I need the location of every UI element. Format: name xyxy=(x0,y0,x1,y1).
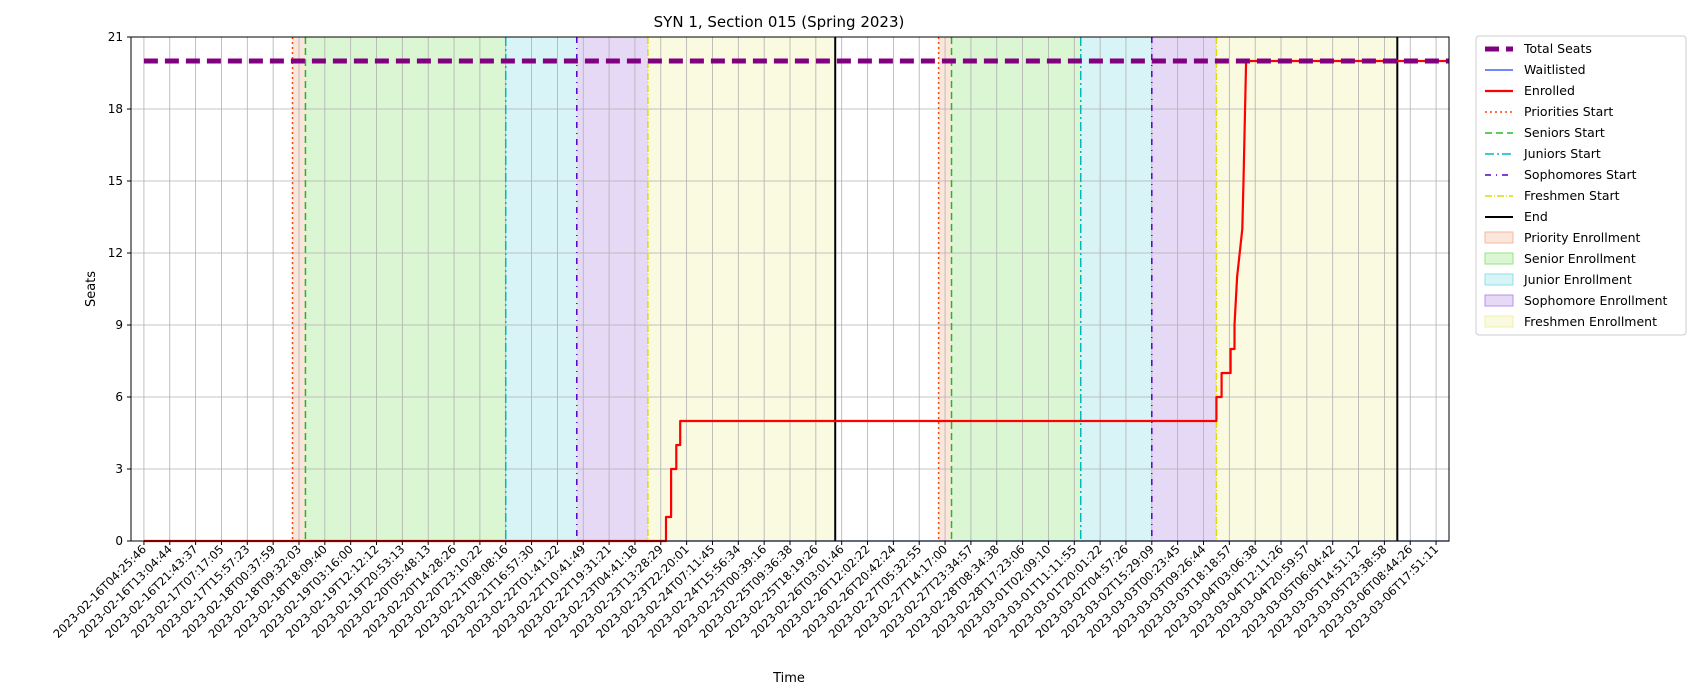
legend-label-sophomores-start: Sophomores Start xyxy=(1524,167,1637,182)
legend-label-junior-enrollment: Junior Enrollment xyxy=(1523,272,1632,287)
x-axis-label: Time xyxy=(772,671,805,686)
y-tick-label-2: 6 xyxy=(115,390,123,404)
legend-label-seniors-start: Seniors Start xyxy=(1524,125,1605,140)
grid-lines xyxy=(131,36,1449,542)
legend-label-freshmen-enrollment: Freshmen Enrollment xyxy=(1524,314,1657,329)
legend-swatch-freshmen-enrollment xyxy=(1484,315,1514,328)
legend-label-end: End xyxy=(1524,209,1548,224)
series-enrolled xyxy=(143,59,1449,543)
legend-label-enrolled: Enrolled xyxy=(1524,83,1575,98)
period-bands xyxy=(292,37,1398,541)
y-axis-label: Seats xyxy=(84,271,99,307)
phase-lines xyxy=(291,37,1399,541)
legend-label-priorities-start: Priorities Start xyxy=(1524,104,1613,119)
y-axis-ticks: 0 3 6 9 12 15 18 21 xyxy=(108,30,131,548)
legend-swatch-priority-enrollment xyxy=(1484,231,1514,244)
y-tick-label-0: 0 xyxy=(115,534,123,548)
y-tick-label-3: 9 xyxy=(115,318,123,332)
legend-box xyxy=(1475,35,1687,336)
band-1-0 xyxy=(305,37,506,541)
band-3-0 xyxy=(576,37,648,541)
legend-label-sophomore-enrollment: Sophomore Enrollment xyxy=(1524,293,1668,308)
band-1-1 xyxy=(951,37,1081,541)
y-tick-label-6: 18 xyxy=(108,102,123,116)
band-2-1 xyxy=(1080,37,1152,541)
chart-title: SYN 1, Section 015 (Spring 2023) xyxy=(654,13,905,31)
legend-label-priority-enrollment: Priority Enrollment xyxy=(1524,230,1641,245)
legend-label-juniors-start: Juniors Start xyxy=(1523,146,1601,161)
band-4-0 xyxy=(647,37,836,541)
y-tick-label-7: 21 xyxy=(108,30,123,44)
band-2-0 xyxy=(505,37,577,541)
legend-swatch-sophomore-enrollment xyxy=(1484,294,1514,307)
x-axis-ticks: 2023-02-16T04:25:462023-02-16T13:04:4420… xyxy=(50,541,1441,641)
legend-label-freshmen-start: Freshmen Start xyxy=(1524,188,1620,203)
legend-label-total-seats: Total Seats xyxy=(1523,41,1592,56)
y-tick-label-1: 3 xyxy=(115,462,123,476)
legend-swatch-senior-enrollment xyxy=(1484,252,1514,265)
y-tick-label-5: 15 xyxy=(108,174,123,188)
legend-label-waitlisted: Waitlisted xyxy=(1524,62,1586,77)
legend: Total Seats Waitlisted Enrolled Priorities … xyxy=(1475,35,1687,336)
legend-swatch-junior-enrollment xyxy=(1484,273,1514,286)
y-tick-label-4: 12 xyxy=(108,246,123,260)
legend-label-senior-enrollment: Senior Enrollment xyxy=(1524,251,1636,266)
band-3-1 xyxy=(1151,37,1217,541)
